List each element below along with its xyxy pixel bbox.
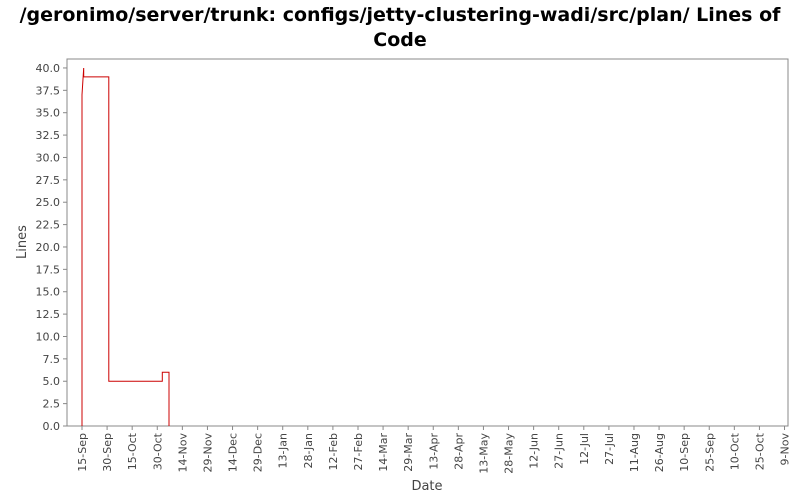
x-tick-label: 12-Jun: [528, 433, 541, 469]
x-tick-label: 30-Sep: [101, 433, 114, 472]
x-tick-label: 28-Jan: [302, 433, 315, 469]
y-tick-label: 17.5: [36, 263, 61, 276]
y-tick-label: 20.0: [36, 241, 61, 254]
x-tick-label: 14-Nov: [176, 433, 189, 473]
x-tick-label: 15-Oct: [126, 432, 139, 470]
x-tick-label: 15-Sep: [76, 433, 89, 472]
x-tick-label: 25-Oct: [753, 432, 766, 470]
x-tick-label: 12-Jul: [578, 433, 591, 465]
y-tick-label: 40.0: [36, 62, 61, 75]
y-tick-label: 22.5: [36, 219, 61, 232]
y-tick-label: 27.5: [36, 174, 61, 187]
x-tick-label: 30-Oct: [151, 432, 164, 470]
y-tick-label: 30.0: [36, 151, 61, 164]
x-tick-label: 13-May: [477, 433, 490, 474]
y-tick-label: 15.0: [36, 286, 61, 299]
x-tick-label: 29-Nov: [201, 433, 214, 473]
x-axis: 15-Sep 30-Sep 15-Oct 30-Oct 14-Nov 29-Nov 14-D…: [76, 426, 792, 474]
plot-background: [66, 58, 789, 427]
y-tick-label: 10.0: [36, 330, 61, 343]
y-tick-label: 37.5: [36, 84, 61, 97]
y-tick-label: 5.0: [43, 375, 61, 388]
x-tick-label: 29-Dec: [252, 433, 265, 472]
y-tick-label: 7.5: [43, 353, 61, 366]
x-tick-label: 26-Aug: [653, 433, 666, 472]
chart-title: /geronimo/server/trunk: configs/jetty-cl…: [19, 4, 781, 51]
y-tick-label: 32.5: [36, 129, 61, 142]
x-tick-label: 25-Sep: [703, 433, 716, 472]
x-tick-label: 12-Feb: [327, 433, 340, 470]
x-tick-label: 9-Nov: [779, 433, 792, 466]
x-tick-label: 11-Aug: [628, 433, 641, 472]
x-tick-label: 10-Sep: [678, 433, 691, 472]
x-tick-label: 28-Apr: [452, 433, 465, 470]
y-tick-label: 25.0: [36, 196, 61, 209]
y-tick-label: 12.5: [36, 308, 61, 321]
x-tick-label: 14-Mar: [377, 433, 390, 472]
x-tick-label: 10-Oct: [728, 432, 741, 470]
series-layer: [81, 67, 170, 426]
x-tick-label: 27-Jun: [553, 433, 566, 469]
x-tick-label: 28-May: [503, 433, 516, 474]
x-axis-title: Date: [411, 479, 442, 494]
x-tick-label: 13-Jan: [277, 433, 290, 469]
x-tick-label: 13-Apr: [427, 433, 440, 470]
y-tick-label: 2.5: [43, 398, 61, 411]
x-tick-label: 14-Dec: [227, 433, 240, 472]
y-tick-label: 35.0: [36, 107, 61, 120]
y-axis: 0.0 2.5 5.0 7.5 10.0 12.5 15.0 17.5 20.0 22.5 25.0…: [36, 62, 67, 433]
y-axis-title: Lines: [15, 225, 30, 259]
x-tick-label: 27-Jul: [603, 433, 616, 465]
y-tick-label: 0.0: [43, 420, 61, 433]
x-tick-label: 29-Mar: [402, 433, 415, 472]
series-line: [81, 67, 170, 426]
x-tick-label: 27-Feb: [352, 433, 365, 470]
